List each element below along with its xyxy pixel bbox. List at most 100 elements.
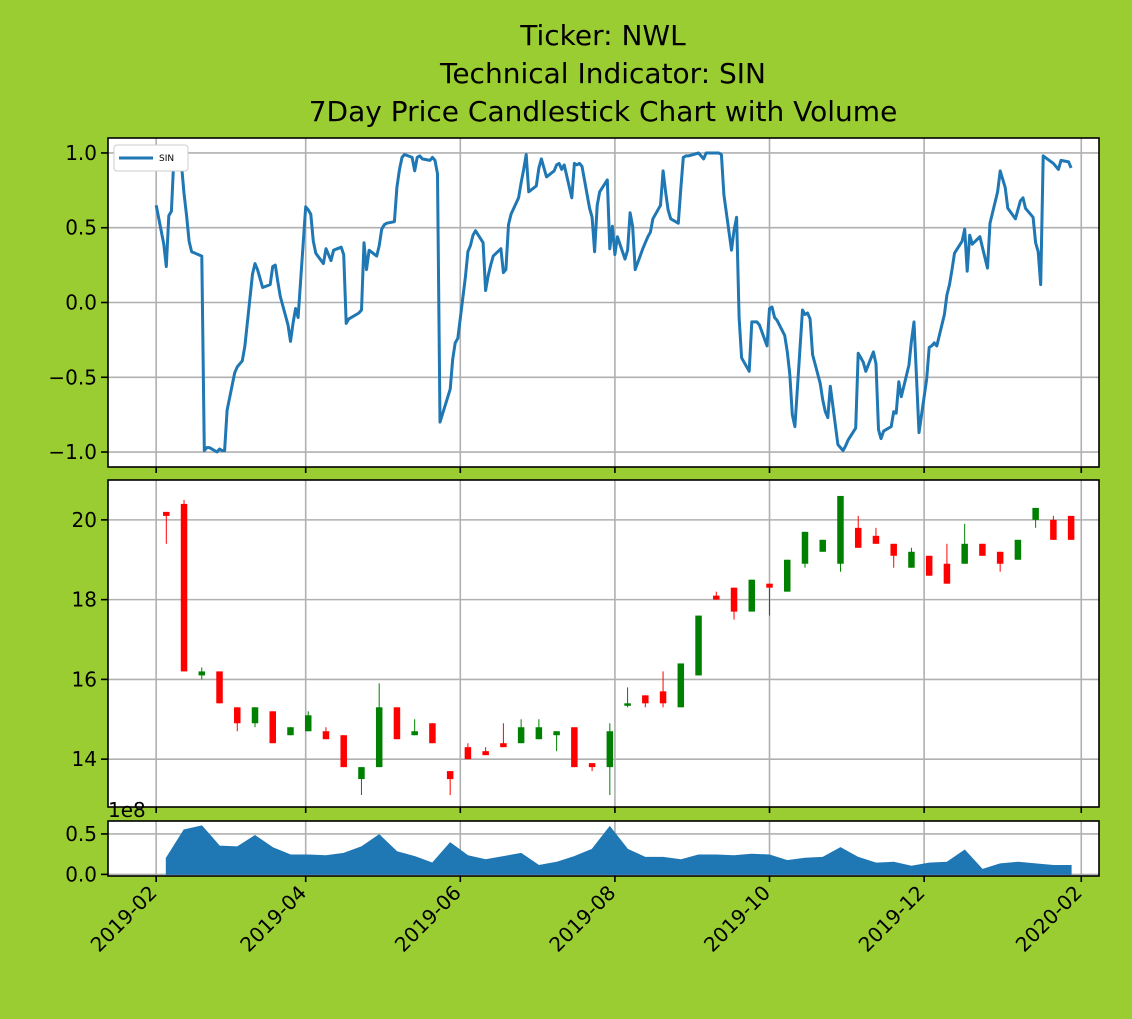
candle-body [642, 695, 649, 704]
candle-body [748, 579, 756, 612]
candle-body [535, 727, 543, 740]
candlestick [464, 743, 472, 760]
candle-body [304, 715, 312, 732]
candlestick [943, 543, 951, 584]
candlestick [588, 763, 596, 772]
candlestick [304, 711, 312, 732]
candlestick [908, 547, 915, 568]
candlestick [571, 727, 578, 768]
candle-body [766, 583, 773, 588]
candlestick [375, 683, 383, 768]
candlestick [677, 663, 685, 708]
candle-body [801, 531, 809, 564]
candlestick [411, 719, 418, 736]
candlestick [819, 539, 826, 552]
volume-ytick-label: 0.5 [65, 822, 97, 846]
candle-body [996, 551, 1004, 564]
candle-body [411, 731, 418, 736]
volume-offset-label: 1e8 [108, 798, 146, 822]
candle-body [659, 691, 667, 704]
candle-body [624, 703, 631, 706]
legend-label: SIN [159, 154, 174, 164]
candle-body [677, 663, 685, 708]
candlestick [854, 515, 862, 548]
candlestick [713, 591, 720, 600]
price-ytick-label: 14 [72, 747, 97, 771]
candle-body [500, 743, 507, 748]
candlestick [429, 723, 436, 744]
candle-body [234, 707, 241, 724]
price-ytick-label: 16 [72, 667, 97, 691]
candle-body [571, 727, 578, 768]
price-panel: 14 16 18 20 [72, 479, 1100, 813]
candlestick [358, 767, 365, 796]
candlestick [163, 511, 170, 544]
candle-body [375, 707, 383, 768]
candlestick [979, 543, 986, 556]
candle-body [393, 707, 401, 740]
indicator-ytick-label: 1.0 [65, 141, 97, 165]
candle-body [163, 511, 170, 516]
volume-panel: 0.0 0.5 1e8 [65, 798, 1100, 886]
price-frame [107, 479, 1100, 808]
candle-body [1067, 515, 1075, 540]
candlestick [925, 555, 933, 576]
candlestick [393, 707, 401, 740]
candle-body [340, 735, 347, 768]
candlestick [801, 531, 809, 568]
candlestick [766, 583, 773, 616]
candlestick [1050, 515, 1057, 540]
candlestick [482, 747, 489, 756]
candlestick [837, 495, 844, 572]
candlestick [730, 587, 738, 620]
legend: SIN [113, 144, 189, 172]
indicator-ytick-label: −1.0 [48, 440, 97, 464]
candle-body [1014, 539, 1022, 560]
candlestick [251, 707, 259, 728]
candle-body [429, 723, 436, 744]
candle-body [695, 615, 702, 676]
volume-ytick-label: 0.0 [65, 862, 97, 886]
candle-body [1050, 519, 1057, 540]
candlestick [1032, 507, 1039, 528]
candlestick [748, 579, 756, 612]
chart-title-line-1: Ticker: NWL [519, 19, 686, 52]
candlestick [500, 723, 507, 748]
candle-body [482, 751, 489, 756]
candlestick [535, 719, 543, 740]
candle-body [943, 563, 951, 584]
indicator-ytick-label: −0.5 [48, 365, 97, 389]
candlestick [340, 735, 347, 768]
candlestick [961, 523, 968, 564]
candlestick [1067, 515, 1075, 540]
candle-body [925, 555, 933, 576]
candlestick [517, 719, 525, 744]
chart-title-line-3: 7Day Price Candlestick Chart with Volume [309, 95, 898, 128]
candlestick [872, 527, 880, 544]
candle-body [713, 595, 720, 600]
volume-frame [107, 820, 1100, 877]
candle-body [872, 535, 880, 544]
candlestick [322, 727, 330, 740]
candlestick [180, 499, 188, 672]
candle-body [269, 711, 276, 744]
candle-body [890, 543, 897, 556]
candle-body [819, 539, 826, 552]
candle-body [517, 727, 525, 744]
indicator-ytick-label: 0.0 [65, 291, 97, 315]
candlestick [695, 615, 702, 676]
candlestick [234, 707, 241, 732]
candle-body [961, 543, 968, 564]
candlestick [606, 723, 614, 796]
candle-body [837, 495, 844, 564]
candlestick [659, 671, 667, 708]
candle-body [251, 707, 259, 724]
candle-body [854, 527, 862, 548]
indicator-frame [107, 137, 1100, 468]
candlestick [216, 671, 223, 704]
price-background [108, 480, 1099, 807]
candlestick [198, 667, 206, 680]
candle-body [784, 559, 791, 592]
candle-body [464, 747, 472, 760]
